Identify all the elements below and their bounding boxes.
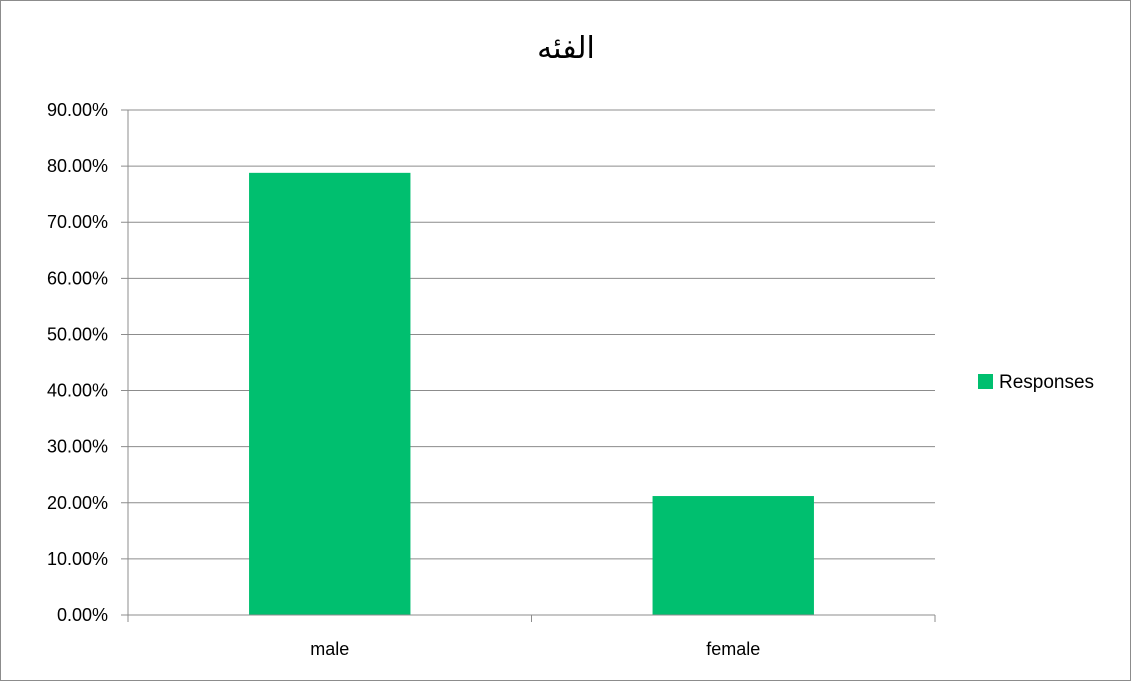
legend: Responses bbox=[978, 372, 1094, 393]
chart-title: الفئه bbox=[537, 31, 595, 66]
y-tick-label: 30.00% bbox=[47, 437, 108, 457]
legend-swatch-responses bbox=[978, 374, 993, 389]
y-tick-label: 80.00% bbox=[47, 156, 108, 176]
x-category-label: female bbox=[706, 639, 760, 659]
legend-label-responses: Responses bbox=[999, 372, 1094, 393]
y-tick-label: 0.00% bbox=[57, 605, 108, 625]
y-tick-label: 40.00% bbox=[47, 381, 108, 401]
y-tick-label: 90.00% bbox=[47, 100, 108, 120]
y-axis-tick-labels: 0.00% 10.00% 20.00% 30.00% 40.00% 50.00% 60.00… bbox=[47, 100, 108, 625]
y-tick-label: 60.00% bbox=[47, 268, 108, 288]
axes bbox=[121, 110, 936, 622]
y-tick-label: 10.00% bbox=[47, 549, 108, 569]
x-axis-category-labels: male female bbox=[310, 639, 760, 659]
y-tick-label: 70.00% bbox=[47, 212, 108, 232]
y-tick-label: 20.00% bbox=[47, 493, 108, 513]
y-tick-label: 50.00% bbox=[47, 324, 108, 344]
bar-male bbox=[249, 172, 411, 615]
bar-female bbox=[652, 496, 814, 615]
bars bbox=[249, 172, 814, 615]
gridlines bbox=[121, 109, 935, 560]
x-category-label: male bbox=[310, 639, 349, 659]
